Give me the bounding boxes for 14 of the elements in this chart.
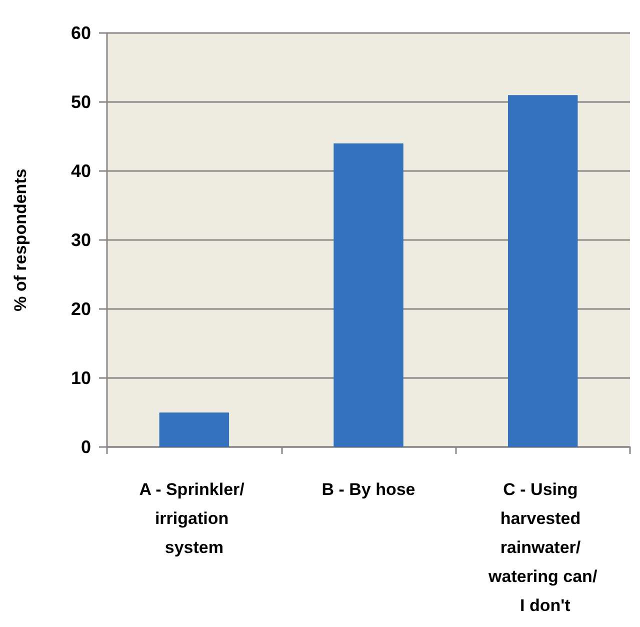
y-tick-label: 50 bbox=[70, 92, 91, 112]
y-tick-label: 20 bbox=[70, 299, 91, 319]
bar bbox=[334, 143, 404, 447]
x-tick-label: B - By hose bbox=[322, 480, 416, 499]
y-tick-label: 10 bbox=[70, 368, 91, 388]
bar bbox=[508, 95, 578, 447]
y-tick-label: 30 bbox=[70, 230, 91, 250]
y-tick-label: 0 bbox=[80, 437, 91, 457]
x-tick-label: A - Sprinkler/ irrigation system bbox=[139, 480, 250, 557]
y-tick-label: 60 bbox=[70, 23, 91, 43]
y-axis-title: % of respondents bbox=[11, 168, 30, 312]
x-tick-label: C - Using harvested rainwater/ watering can/ I don't bbox=[488, 480, 598, 615]
bar bbox=[159, 412, 230, 447]
y-tick-label: 40 bbox=[70, 161, 91, 181]
